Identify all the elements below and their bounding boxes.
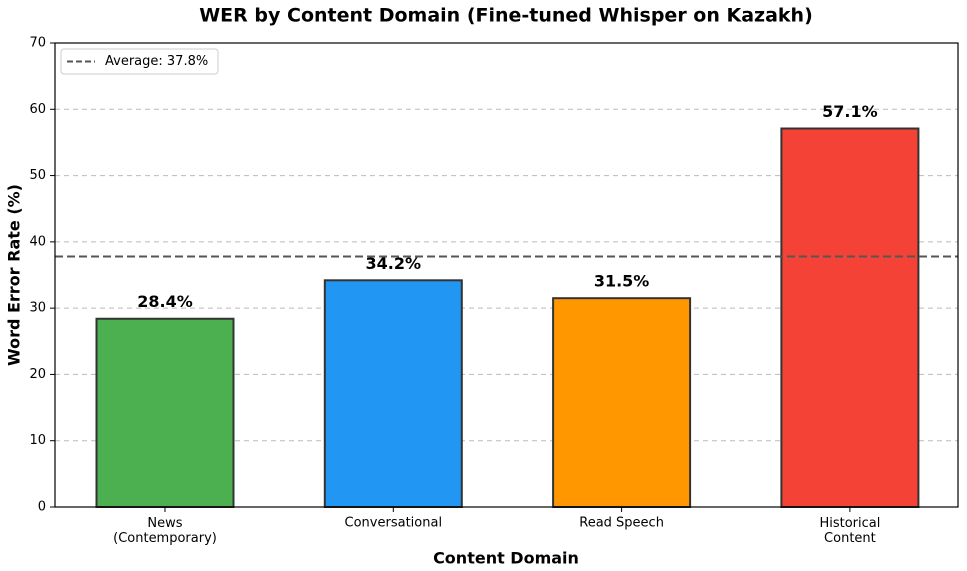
bar [552,297,692,509]
x-tick-label: Historical Content [819,516,880,546]
legend: Average: 37.8% [60,48,219,75]
bar [323,279,463,508]
value-label: 31.5% [594,272,650,291]
x-tick-label: Conversational [345,516,443,531]
y-tick-label: 20 [29,367,46,382]
y-tick-label: 10 [29,433,46,448]
y-tick-label: 70 [29,36,46,51]
y-tick-label: 0 [38,500,46,515]
bar [95,317,235,508]
y-tick-label: 60 [29,102,46,117]
x-tick-label: News (Contemporary) [113,516,217,546]
y-tick-label: 50 [29,168,46,183]
legend-label: Average: 37.8% [105,54,208,69]
legend-box [60,48,219,75]
y-tick-label: 30 [29,301,46,316]
chart-title: WER by Content Domain (Fine-tuned Whispe… [199,5,813,27]
x-axis-label: Content Domain [433,549,579,568]
y-tick-label: 40 [29,234,46,249]
x-tick-label: Read Speech [579,516,664,531]
y-axis-label: Word Error Rate (%) [5,184,24,366]
value-label: 28.4% [137,292,193,311]
axes-frame [54,42,959,508]
value-label: 34.2% [366,254,422,273]
bar [780,127,920,508]
value-label: 57.1% [822,102,878,121]
